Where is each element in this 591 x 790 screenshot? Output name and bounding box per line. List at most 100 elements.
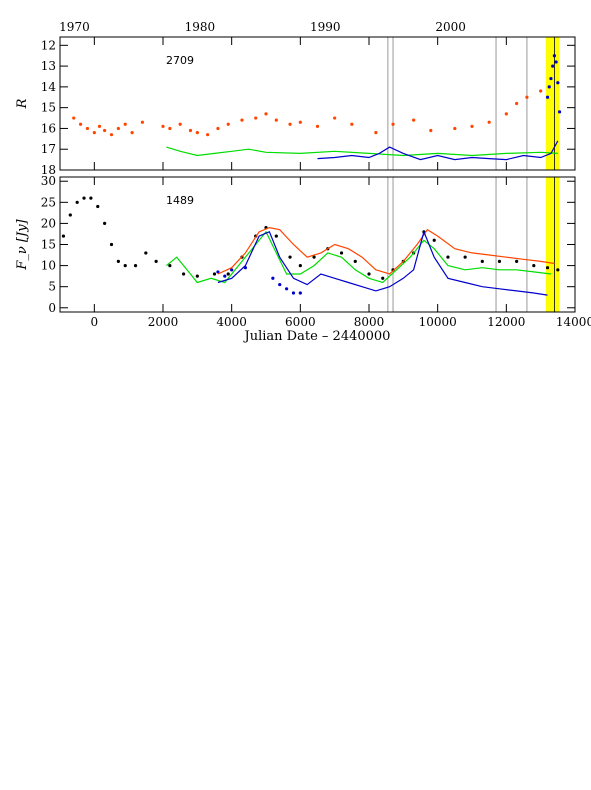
top-series-0-point-21: [264, 112, 268, 116]
bottom-ytick-label-3: 15: [41, 238, 56, 252]
bottom-xtick-label-6: 12000: [487, 315, 525, 329]
top-series-0-point-31: [429, 128, 433, 133]
top-series-0-point-37: [525, 95, 529, 99]
bottom-series-0-point-9: [123, 263, 127, 268]
top-series-0-point-19: [240, 118, 244, 122]
top-ytick-label-5: 17: [41, 142, 56, 156]
bottom-series-1-point-7: [291, 291, 296, 295]
top-series-0-point-38: [539, 89, 543, 93]
bottom-ytick-label-2: 10: [41, 259, 56, 273]
bottom-series-0-point-7: [109, 242, 114, 247]
top-series-1-point-6: [556, 81, 560, 85]
bottom-series-0-point-10: [133, 263, 138, 268]
top-series-1-point-3: [551, 64, 555, 68]
top-series-0-point-28: [374, 130, 378, 135]
bottom-series-0-point-24: [312, 255, 316, 259]
bottom-series-2-line: [217, 226, 555, 275]
bottom-ytick-label-1: 5: [48, 280, 56, 294]
top-series-1-point-0: [545, 95, 550, 99]
bottom-series-0-point-15: [195, 274, 199, 278]
top-ytick-label-4: 16: [41, 121, 56, 135]
bottom-series-0-point-35: [446, 255, 450, 259]
top-ytick-label-1: 13: [41, 59, 56, 73]
top-series-0-point-11: [161, 124, 165, 128]
top-year-label-3: 2000: [435, 20, 466, 34]
bottom-xtick-label-1: 2000: [148, 315, 179, 329]
top-series-0-point-13: [178, 122, 182, 126]
top-series-0-point-14: [188, 128, 193, 133]
top-series-0-point-5: [103, 128, 107, 133]
bottom-series-3-line: [166, 230, 552, 284]
bottom-series-1-point-1: [223, 274, 227, 278]
top-series-0-point-0: [72, 116, 76, 120]
bottom-series-0-point-36: [463, 255, 467, 259]
top-series-0-point-1: [79, 122, 83, 126]
bottom-series-0-point-12: [154, 259, 158, 263]
top-series-0-point-24: [298, 120, 302, 124]
top-series-0-point-36: [515, 101, 519, 106]
top-series-3-line: [317, 140, 559, 161]
top-series-0-point-9: [130, 130, 134, 135]
bottom-frame: [59, 176, 576, 313]
top-series-0-point-22: [274, 118, 278, 122]
top-series-0-point-8: [123, 122, 127, 126]
bottom-series-0-point-0: [61, 234, 66, 238]
top-series-0-point-2: [85, 126, 90, 131]
top-series-0-point-23: [288, 122, 292, 126]
top-series-1-point-5: [554, 60, 558, 64]
bottom-series-0-point-14: [182, 272, 186, 276]
top-ytick-label-3: 15: [41, 101, 56, 115]
top-series-2-line: [166, 146, 558, 157]
top-series-1-point-1: [547, 85, 551, 89]
bottom-ytick-label-5: 25: [41, 195, 56, 209]
bottom-series-0-point-16: [212, 272, 217, 276]
top-series-0-point-29: [391, 122, 395, 126]
top-series-0-point-16: [206, 133, 210, 137]
top-series-1-point-4: [552, 54, 557, 58]
top-year-label-2: 1990: [310, 20, 341, 34]
top-series-0-point-4: [97, 124, 102, 128]
top-frame: [59, 36, 576, 171]
bottom-series-0-point-1: [68, 213, 72, 217]
bottom-series-0-point-22: [288, 255, 292, 259]
bottom-series-0-point-34: [432, 238, 436, 242]
top-highlight-band: [545, 37, 560, 170]
top-series-0-point-26: [333, 116, 337, 120]
bottom-series-0-point-29: [381, 276, 385, 280]
bottom-series-0-point-21: [274, 234, 278, 238]
bottom-ylabel: F_ν [Jy]: [15, 218, 30, 270]
bottom-series-0-point-11: [144, 251, 148, 255]
top-ylabel: R: [15, 98, 30, 109]
bottom-series-0-point-37: [480, 259, 484, 263]
top-ytick-label-2: 14: [41, 80, 57, 94]
top-ytick-label-6: 18: [41, 163, 56, 177]
top-series-0-point-33: [470, 124, 474, 128]
bottom-ytick-label-0: 0: [48, 301, 56, 315]
bottom-series-1-point-0: [216, 270, 220, 274]
top-series-0-point-15: [195, 130, 199, 135]
bottom-series-0-point-27: [353, 259, 357, 263]
bottom-series-0-point-6: [103, 221, 107, 226]
top-series-1-point-2: [549, 76, 553, 81]
top-series-0-point-6: [109, 133, 114, 137]
top-series-0-point-25: [315, 124, 320, 128]
bottom-series-0-point-2: [75, 200, 79, 204]
bottom-series-0-point-23: [298, 263, 302, 268]
top-series-0-point-27: [350, 122, 354, 126]
bottom-xtick-label-7: 14000: [556, 315, 591, 329]
top-series-0-point-10: [140, 120, 144, 124]
bottom-xtick-label-4: 8000: [354, 315, 385, 329]
bottom-series-0-point-13: [168, 263, 172, 268]
top-ytick-label-0: 12: [41, 38, 56, 52]
top-series-1-point-7: [557, 110, 562, 114]
top-annotation: 2709: [166, 54, 194, 67]
bottom-series-0-point-39: [515, 259, 519, 263]
top-series-0-point-30: [412, 118, 416, 122]
top-series-0-point-3: [92, 130, 96, 135]
bottom-ytick-label-6: 30: [41, 174, 56, 188]
top-series-0-point-34: [487, 120, 491, 124]
top-series-0-point-7: [116, 126, 120, 131]
bottom-xlabel: Julian Date – 2440000: [243, 329, 391, 344]
